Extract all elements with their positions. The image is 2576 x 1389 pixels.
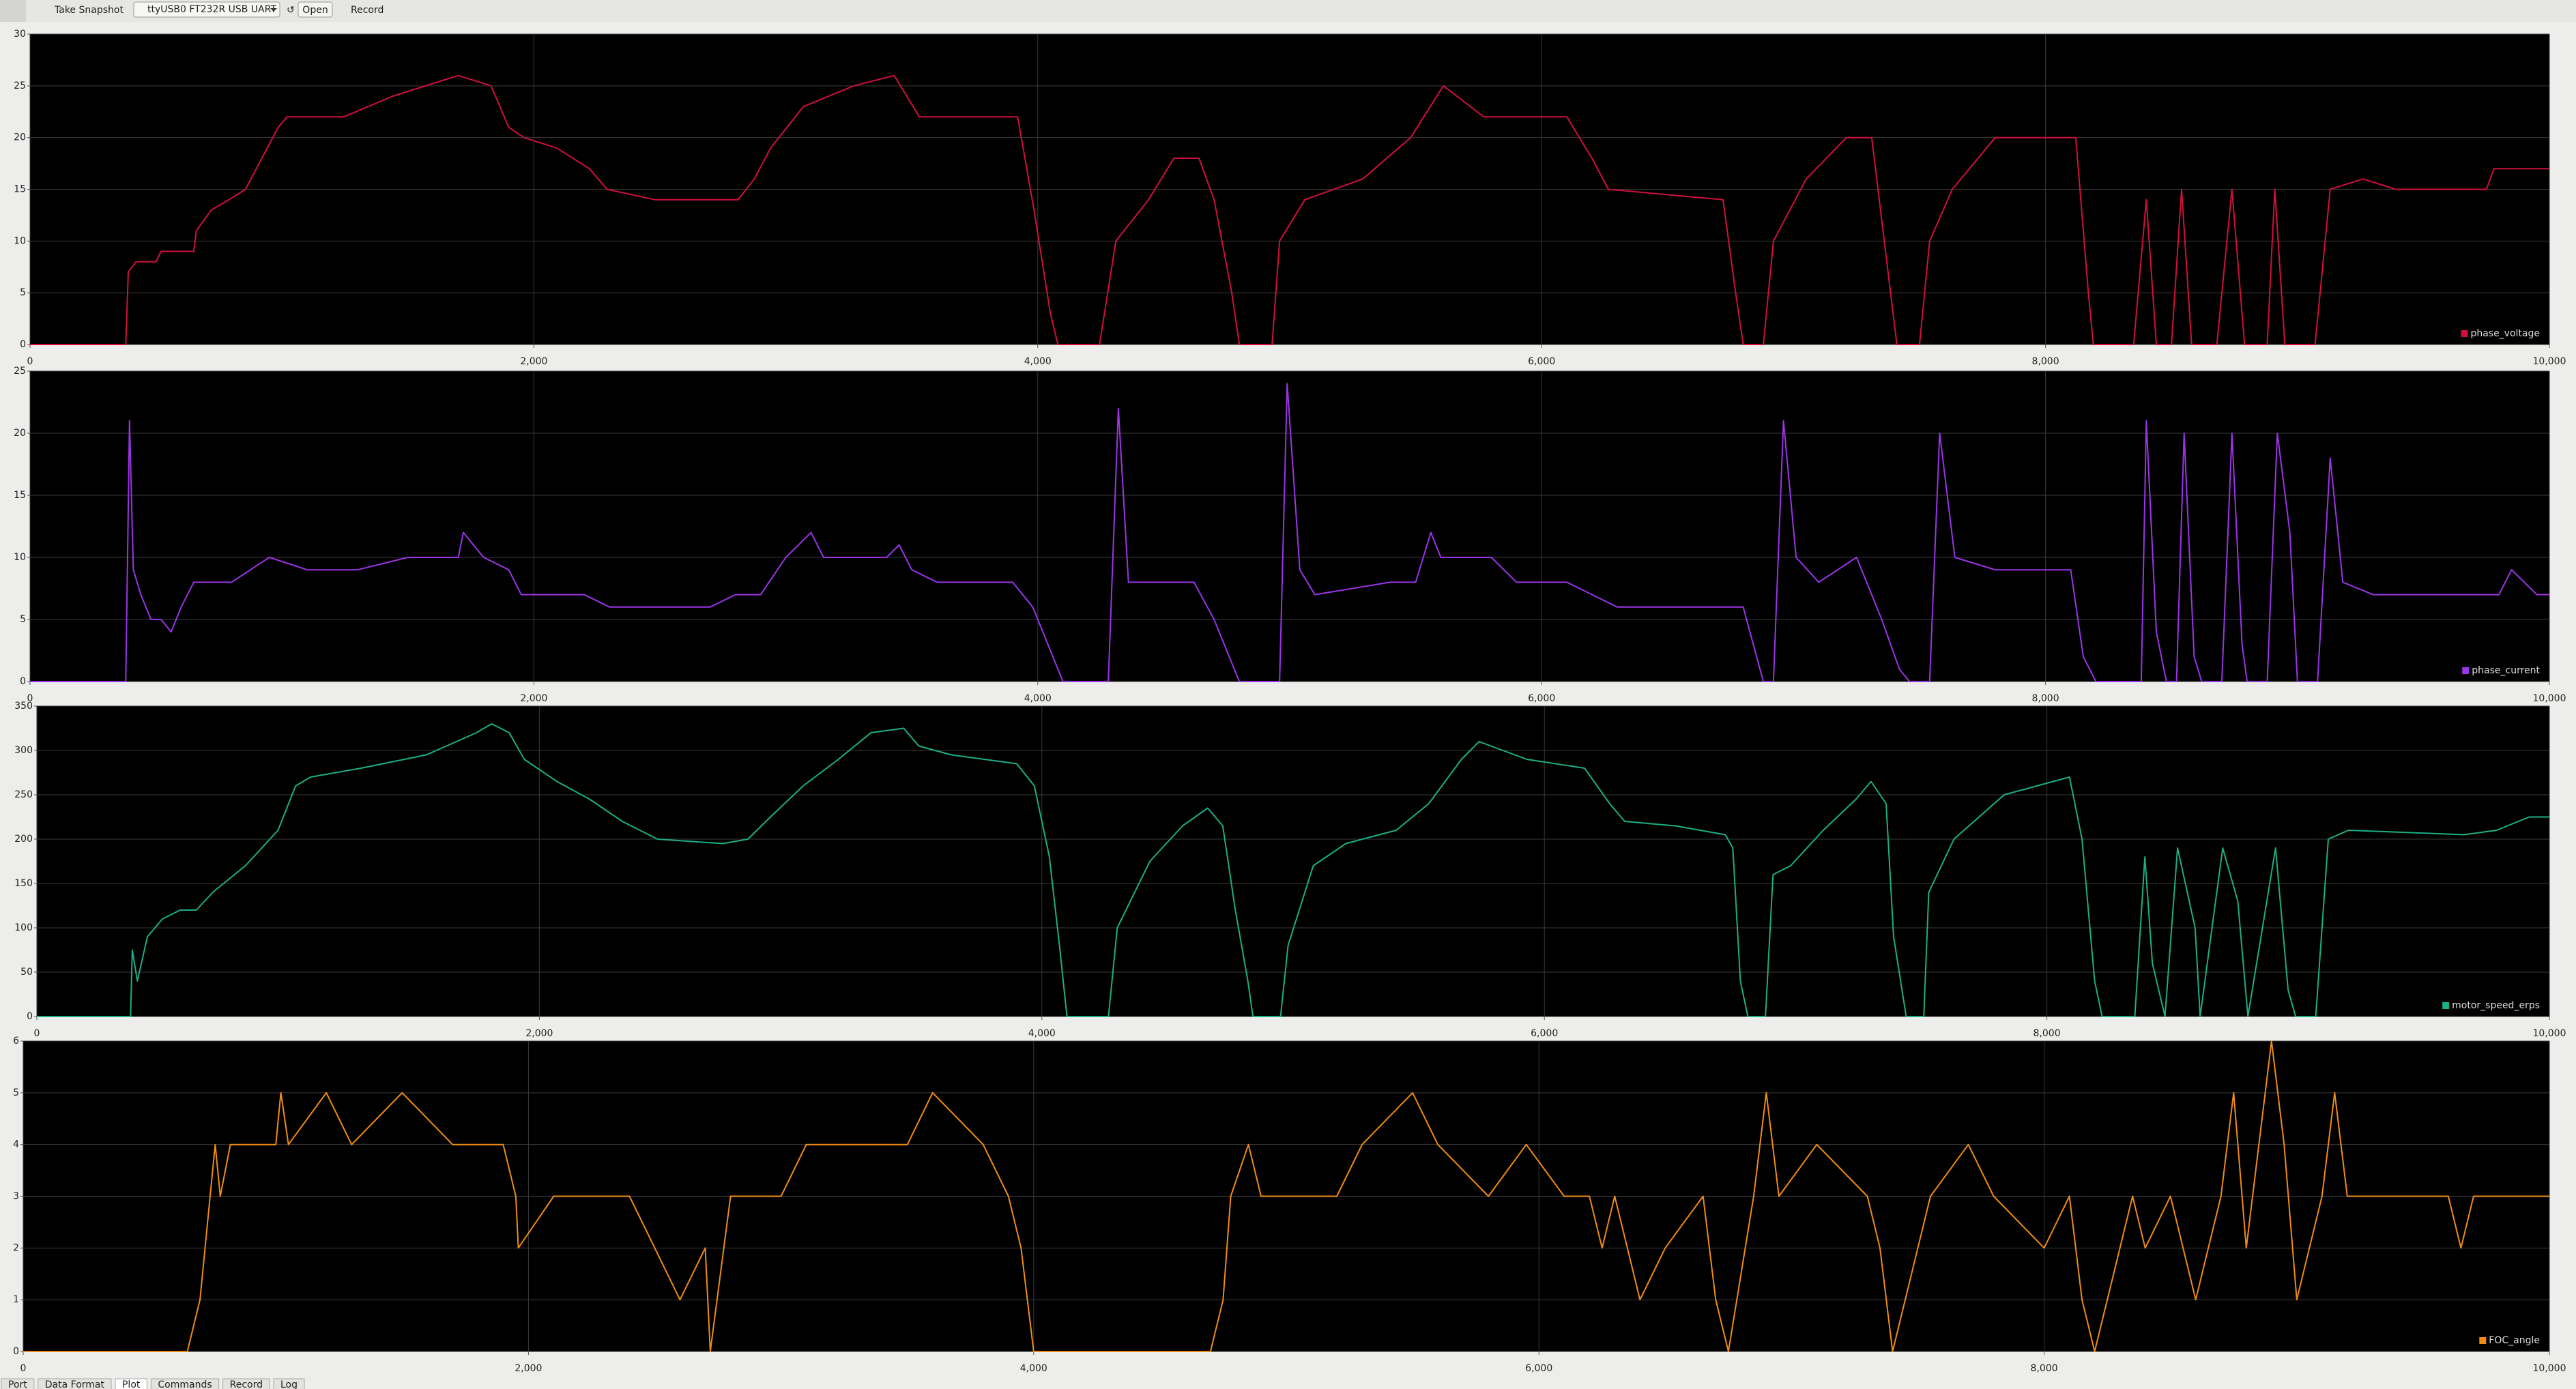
open-button[interactable] (298, 1, 333, 18)
y-tick-label: 0 (20, 339, 26, 350)
port-select-text: ttyUSB0 FT232R USB UART (147, 4, 276, 15)
x-tick-label: 6,000 (1525, 1363, 1552, 1374)
tab-background (150, 1378, 220, 1389)
x-tick-label: 4,000 (1024, 693, 1052, 704)
refresh-icon[interactable]: ↺ (287, 5, 295, 16)
x-tick-label: 10,000 (2533, 693, 2566, 704)
y-tick-label: 200 (14, 834, 33, 845)
y-tick-label: 100 (14, 922, 33, 933)
x-tick-label: 8,000 (2034, 1028, 2061, 1039)
legend-swatch (2442, 1002, 2450, 1009)
tab-background (273, 1378, 305, 1389)
x-tick-label: 0 (27, 356, 33, 367)
tab[interactable]: Port (1, 1378, 35, 1389)
x-tick-label: 0 (27, 693, 33, 704)
tab[interactable]: Record (222, 1378, 270, 1389)
tab-background (115, 1378, 147, 1389)
legend-swatch (2461, 330, 2468, 337)
y-tick-label: 20 (14, 132, 26, 143)
tab-label: Log (280, 1379, 298, 1389)
record-button[interactable]: Record (351, 5, 383, 16)
x-tick-label: 0 (34, 1028, 40, 1039)
legend-label: FOC_angle (2489, 1335, 2540, 1346)
y-tick-label: 10 (14, 552, 26, 563)
y-tick-label: 25 (14, 366, 26, 377)
y-tick-label: 2 (13, 1242, 19, 1253)
y-tick-label: 0 (27, 1011, 33, 1022)
x-tick-label: 8,000 (2031, 1363, 2058, 1374)
legend-label: phase_current (2472, 665, 2540, 676)
tab-background (222, 1378, 270, 1389)
tab[interactable]: Log (273, 1378, 305, 1389)
y-tick-label: 300 (14, 745, 33, 756)
x-tick-label: 2,000 (520, 693, 547, 704)
x-tick-label: 10,000 (2533, 356, 2566, 367)
series-line (30, 74, 2549, 345)
x-tick-label: 6,000 (1528, 693, 1555, 704)
dropdown-arrow (270, 8, 277, 12)
x-tick-label: 8,000 (2032, 693, 2059, 704)
x-tick-label: 6,000 (1531, 1028, 1558, 1039)
plot-panel: 0 50 100 150 200 250 300 350 0 2,000 4,000 6,000 8,0… (14, 701, 2566, 1039)
x-tick-label: 4,000 (1028, 1028, 1056, 1039)
y-tick-label: 0 (20, 676, 26, 687)
legend-swatch (2479, 1337, 2487, 1344)
tab-label: Plot (122, 1379, 141, 1389)
plot-panel: 0 5 10 15 20 25 0 2,000 4,000 6,000 8,000 10,000 pha… (14, 366, 2566, 704)
y-tick-label: 5 (20, 287, 26, 298)
y-tick-label: 250 (14, 789, 33, 800)
y-tick-label: 5 (20, 614, 26, 625)
legend-swatch (2462, 667, 2470, 674)
toolbar-handle (0, 0, 26, 22)
x-tick-label: 8,000 (2032, 356, 2059, 367)
y-tick-label: 3 (13, 1191, 19, 1202)
y-tick-label: 10 (14, 235, 26, 246)
y-tick-label: 25 (14, 81, 26, 91)
x-tick-label: 2,000 (525, 1028, 553, 1039)
toolbar (0, 0, 2576, 22)
x-tick-label: 0 (20, 1363, 27, 1374)
plot-panel: 0 5 10 15 20 25 30 0 2,000 4,000 6,000 8,000 10,000 p… (14, 29, 2566, 367)
tab-label: Data Format (45, 1379, 105, 1389)
series-line (23, 1040, 2549, 1352)
y-tick-label: 4 (13, 1139, 19, 1150)
x-tick-label: 2,000 (515, 1363, 542, 1374)
y-tick-label: 5 (13, 1087, 19, 1098)
port-select[interactable] (133, 1, 280, 18)
x-tick-label: 10,000 (2533, 1028, 2566, 1039)
tab-bar: Port Data Format Plot Commands Record Log (1, 1378, 305, 1389)
series-line (30, 383, 2549, 682)
tab[interactable]: Data Format (38, 1378, 112, 1389)
tab[interactable]: Commands (150, 1378, 220, 1389)
x-tick-label: 10,000 (2533, 1363, 2566, 1374)
y-tick-label: 15 (14, 184, 26, 195)
legend-label: motor_speed_erps (2452, 1000, 2540, 1011)
legend-label: phase_voltage (2470, 328, 2540, 339)
series-line (37, 723, 2549, 1017)
plot-panel: 0 1 2 3 4 5 6 0 2,000 4,000 6,000 8,000 10,000 FOC_an… (13, 1036, 2566, 1374)
open-button-label: Open (302, 5, 328, 16)
tab-label: Commands (158, 1379, 212, 1389)
x-tick-label: 6,000 (1528, 356, 1555, 367)
y-tick-label: 20 (14, 428, 26, 439)
plot-area (37, 706, 2549, 1017)
y-tick-label: 0 (13, 1346, 19, 1357)
x-tick-label: 4,000 (1024, 356, 1052, 367)
x-tick-label: 4,000 (1020, 1363, 1047, 1374)
y-tick-label: 50 (20, 967, 33, 978)
tab-label: Record (230, 1379, 263, 1389)
tab-background (38, 1378, 112, 1389)
tab-background (1, 1378, 35, 1389)
x-tick-label: 2,000 (520, 356, 547, 367)
y-tick-label: 6 (13, 1036, 19, 1047)
y-tick-label: 1 (13, 1294, 19, 1305)
y-tick-label: 15 (14, 490, 26, 501)
y-tick-label: 350 (14, 701, 33, 712)
tab-label: Port (8, 1379, 27, 1389)
y-tick-label: 30 (14, 29, 26, 40)
y-tick-label: 150 (14, 878, 33, 889)
snapshot-button[interactable]: Take Snapshot (54, 5, 124, 16)
tab[interactable]: Plot (115, 1378, 147, 1389)
